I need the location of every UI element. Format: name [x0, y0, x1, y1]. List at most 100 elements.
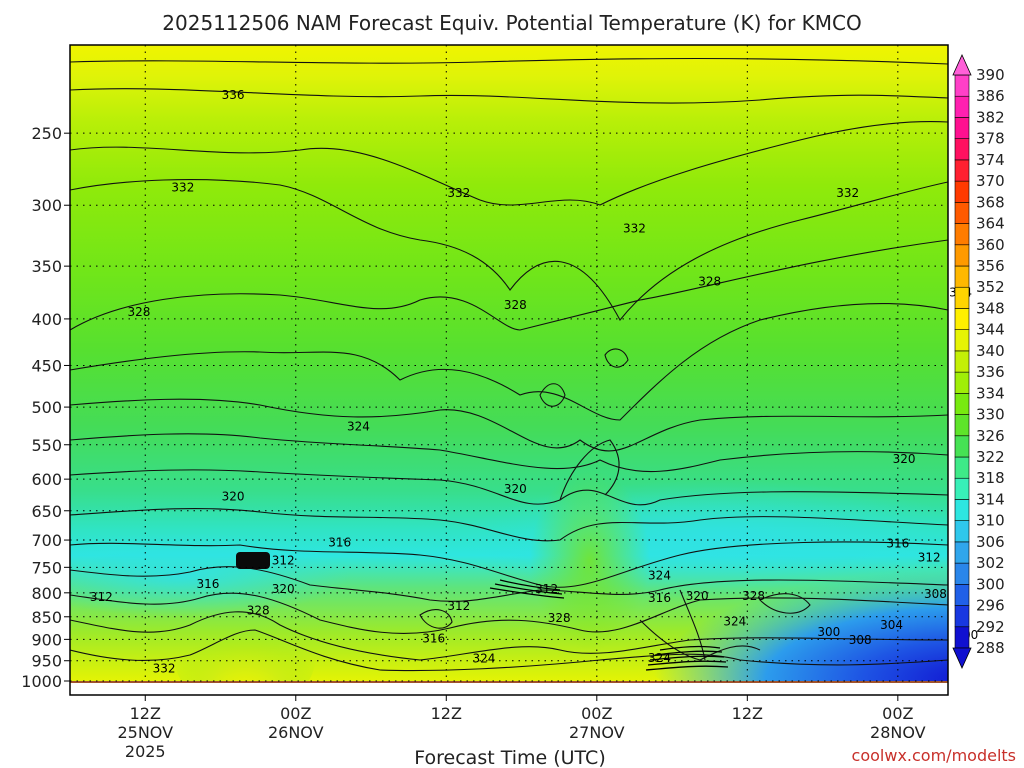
colorbar-label: 318 — [976, 469, 1005, 487]
colorbar-segment — [954, 95, 970, 118]
colorbar-segment — [954, 541, 970, 564]
colorbar-label: 360 — [976, 236, 1005, 254]
colorbar-segment — [954, 180, 970, 203]
colorbar-segment — [954, 244, 970, 267]
colorbar-label: 334 — [976, 384, 1005, 402]
y-tick-label: 400 — [31, 310, 62, 329]
credit-text: coolwx.com/modelts — [852, 746, 1016, 765]
contour-label: 300 — [817, 625, 840, 639]
contour-label: 316 — [328, 535, 351, 549]
colorbar-segment — [954, 456, 970, 479]
colorbar-segment — [954, 308, 970, 330]
colorbar-segment — [954, 329, 970, 352]
contour-label: 308 — [924, 587, 947, 601]
contour-label: 324 — [648, 651, 671, 665]
colorbar-segment — [954, 117, 970, 139]
colorbar-label: 310 — [976, 512, 1005, 530]
contour-label: 320 — [272, 582, 295, 596]
contour-label: 304 — [880, 618, 903, 632]
contour-labels: 3363323323323323283283283243243203203203… — [90, 88, 978, 676]
x-tick-label: 12Z — [130, 704, 161, 723]
moist-tongue-region — [530, 470, 650, 650]
missing-data-marker — [236, 552, 270, 569]
colorbar-segment — [954, 477, 970, 500]
contour-label: 312 — [90, 590, 113, 604]
colorbar-segment — [954, 562, 970, 585]
contour-label: 324 — [472, 652, 495, 666]
y-tick-label: 300 — [31, 196, 62, 215]
y-tick-label: 650 — [31, 502, 62, 521]
colorbar-label: 348 — [976, 299, 1005, 317]
colorbar-label: 382 — [976, 108, 1005, 126]
colorbar-segment — [954, 74, 970, 97]
contour-label: 316 — [886, 536, 909, 550]
stacked-contours — [489, 579, 729, 671]
contour-label: 328 — [548, 611, 571, 625]
colorbar: 288 292 296 300 302 306 310 314 318 322 326 330 334 3… — [952, 54, 1005, 669]
colorbar-label: 330 — [976, 406, 1005, 424]
colorbar-segment — [954, 605, 970, 628]
x-tick-label: 00Z — [280, 704, 311, 723]
colorbar-segment — [954, 520, 970, 543]
y-tick-label: 850 — [31, 608, 62, 627]
colorbar-label: 322 — [976, 448, 1005, 466]
y-tick-label: 950 — [31, 652, 62, 671]
cyan-layer-region — [70, 533, 350, 617]
colorbar-segment — [954, 159, 970, 182]
contour-label: 320 — [893, 452, 916, 466]
x-tick-label: 28NOV — [870, 723, 926, 742]
colorbar-min-arrow — [952, 647, 972, 669]
colorbar-segment — [954, 626, 970, 649]
colorbar-segment — [954, 499, 970, 521]
colorbar-label: 296 — [976, 597, 1005, 615]
colorbar-segment — [954, 371, 970, 394]
contour-label: 332 — [623, 221, 646, 235]
contour-label: 332 — [171, 181, 194, 195]
colorbar-label: 370 — [976, 172, 1005, 190]
colorbar-label: 368 — [976, 193, 1005, 211]
y-tick-label: 1000 — [21, 672, 62, 691]
y-axis: 250 300 350 400 450 500 550 600 650 700 750 800 850 9… — [21, 124, 70, 691]
colorbar-label: 374 — [976, 151, 1005, 169]
x-tick-label: 2025 — [125, 742, 166, 761]
x-tick-label: 12Z — [732, 704, 763, 723]
contour-label: 312 — [447, 599, 470, 613]
contour-label: 324 — [648, 569, 671, 583]
colorbar-label: 344 — [976, 321, 1005, 339]
contour-label: 328 — [504, 298, 527, 312]
colorbar-segment — [954, 393, 970, 415]
contour-label: 332 — [836, 186, 859, 200]
contour-label: 336 — [222, 88, 245, 102]
colorbar-label: 292 — [976, 618, 1005, 636]
cold-airmass-region — [630, 560, 948, 683]
contour-label: 332 — [447, 186, 470, 200]
colorbar-label: 340 — [976, 342, 1005, 360]
contour-label: 324 — [723, 614, 746, 628]
contour-label: 316 — [197, 577, 220, 591]
contour-label: 316 — [648, 591, 671, 605]
colorbar-label: 302 — [976, 554, 1005, 572]
colorbar-segment — [954, 223, 970, 246]
colorbar-label: 386 — [976, 87, 1005, 105]
contour-lines — [70, 57, 948, 672]
contour-label: 328 — [247, 604, 270, 618]
colorbar-segment — [954, 202, 970, 224]
contour-label: 320 — [222, 490, 245, 504]
contour-label: 316 — [422, 631, 445, 645]
contour-label: 328 — [698, 275, 721, 289]
contour-label: 312 — [918, 551, 941, 565]
colorbar-segment — [954, 286, 970, 309]
chart-title: 2025112506 NAM Forecast Equiv. Potential… — [162, 11, 861, 35]
contour-label: 328 — [742, 589, 765, 603]
colorbar-label: 378 — [976, 130, 1005, 148]
colorbar-label: 314 — [976, 490, 1005, 508]
x-tick-label: 00Z — [882, 704, 913, 723]
contour-label: 308 — [849, 633, 872, 647]
y-tick-label: 750 — [31, 558, 62, 577]
colorbar-max-arrow — [952, 54, 972, 76]
x-tick-label: 00Z — [581, 704, 612, 723]
x-tick-label: 25NOV — [117, 723, 173, 742]
colorbar-label: 288 — [976, 639, 1005, 657]
